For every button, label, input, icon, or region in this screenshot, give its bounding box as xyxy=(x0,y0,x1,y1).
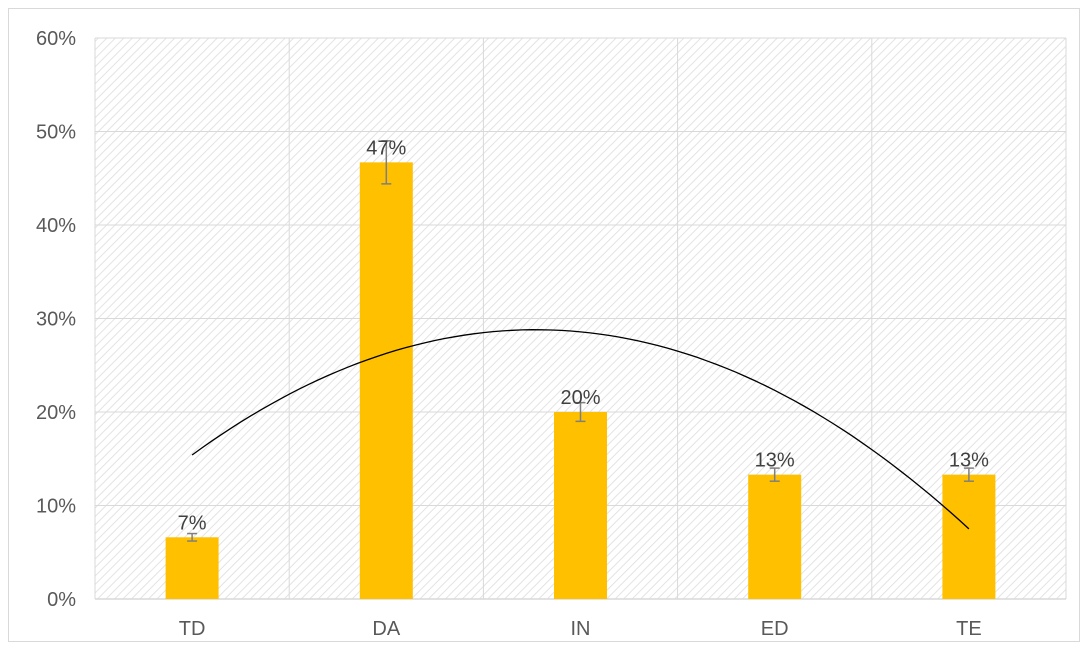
x-tick-label: TE xyxy=(956,618,982,640)
y-tick-label: 10% xyxy=(36,496,76,518)
bar-td xyxy=(166,537,219,599)
data-label-td: 7% xyxy=(178,512,207,534)
x-tick-label: IN xyxy=(571,618,591,640)
data-label-ed: 13% xyxy=(755,450,795,472)
y-tick-label: 30% xyxy=(36,309,76,331)
x-tick-label: TD xyxy=(179,618,206,640)
x-axis: TD DA IN ED TE xyxy=(179,618,982,640)
x-tick-label: ED xyxy=(761,618,789,640)
data-label-in: 20% xyxy=(560,387,600,409)
y-tick-label: 60% xyxy=(36,28,76,50)
data-label-da: 47% xyxy=(366,137,406,159)
bar-ed xyxy=(748,475,801,599)
y-tick-label: 0% xyxy=(47,589,76,611)
bar-in xyxy=(554,412,607,599)
y-tick-label: 40% xyxy=(36,215,76,237)
y-tick-label: 20% xyxy=(36,402,76,424)
y-tick-label: 50% xyxy=(36,122,76,144)
data-label-te: 13% xyxy=(949,450,989,472)
bar-da xyxy=(360,162,413,599)
y-axis: 0% 10% 20% 30% 40% 50% 60% xyxy=(36,28,76,611)
bar-te xyxy=(942,475,995,599)
x-tick-label: DA xyxy=(372,618,400,640)
